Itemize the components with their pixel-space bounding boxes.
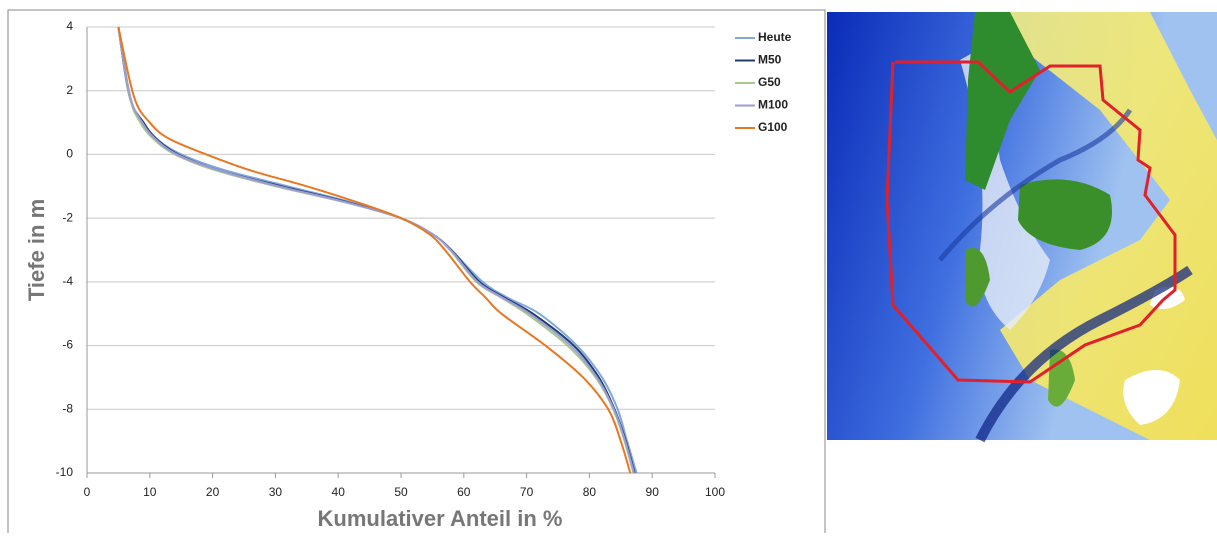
series-line: [117, 26, 635, 474]
x-tick-label: 100: [705, 485, 725, 499]
x-axis-title: Kumulativer Anteil in %: [318, 506, 563, 531]
series-line: [117, 26, 636, 474]
x-tick-label: 70: [520, 485, 534, 499]
map-island: [965, 12, 1040, 190]
series-line: [117, 26, 632, 474]
map-island: [965, 248, 990, 307]
x-tick-label: 10: [143, 485, 157, 499]
x-tick-label: 30: [269, 485, 283, 499]
x-tick-label: 40: [332, 485, 346, 499]
legend-label: M100: [758, 98, 788, 112]
map-island: [1018, 179, 1112, 250]
legend-label: G50: [758, 75, 781, 89]
y-tick-label: -6: [62, 338, 73, 352]
series-line: [117, 26, 635, 474]
y-tick-label: -8: [62, 401, 73, 415]
map-tidal-flat: [975, 12, 1217, 440]
x-tick-label: 60: [457, 485, 471, 499]
legend-label: G100: [758, 120, 788, 134]
map-gap: [1123, 370, 1180, 425]
map-outline: [885, 60, 1177, 384]
y-tick-label: 0: [66, 147, 73, 161]
y-tick-label: 2: [66, 83, 73, 97]
x-tick-label: 0: [84, 485, 91, 499]
y-tick-label: -2: [62, 210, 73, 224]
series-line: [117, 26, 638, 474]
legend-label: M50: [758, 53, 782, 67]
chart-frame: [7, 9, 826, 536]
y-tick-label: -4: [62, 274, 73, 288]
y-axis-title: Tiefe in m: [24, 199, 49, 301]
x-tick-label: 90: [646, 485, 660, 499]
legend-label: Heute: [758, 30, 792, 44]
y-tick-label: 4: [66, 19, 73, 33]
map-channel: [938, 108, 1133, 262]
x-tick-label: 20: [206, 485, 220, 499]
y-tick-label: -10: [56, 465, 74, 479]
x-tick-label: 50: [394, 485, 408, 499]
map: [827, 12, 1217, 443]
map-channel: [975, 265, 1193, 443]
x-tick-label: 80: [583, 485, 597, 499]
